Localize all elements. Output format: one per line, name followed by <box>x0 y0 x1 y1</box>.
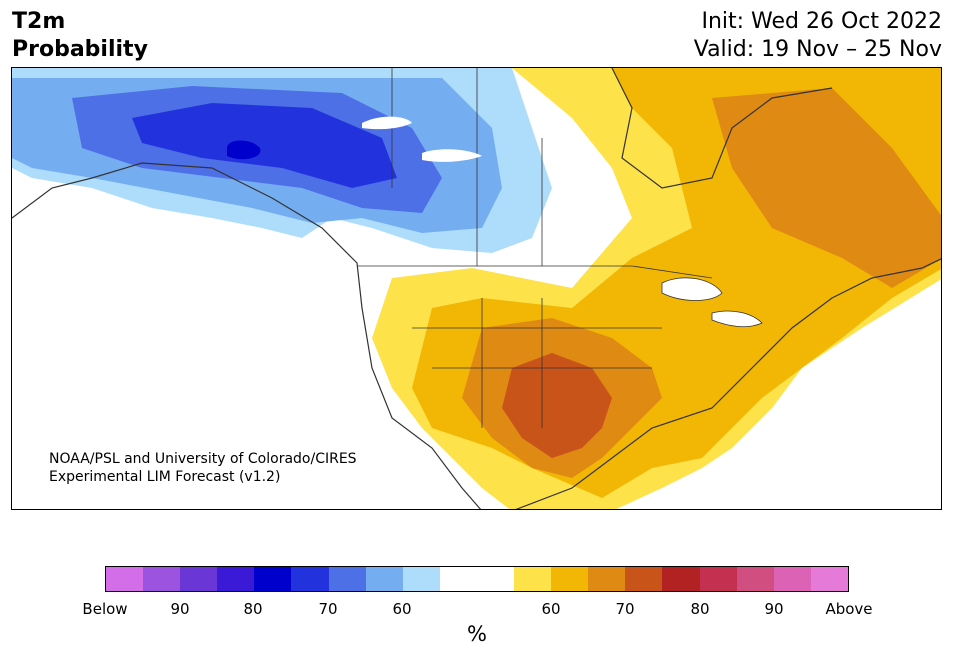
colorbar-swatch <box>291 567 329 591</box>
tick-above-70: 70 <box>615 600 635 618</box>
colorbar-swatch <box>810 567 848 591</box>
colorbar-swatch <box>328 567 366 591</box>
alaska-inner-region <box>132 103 397 188</box>
colorbar-swatch <box>476 567 515 591</box>
colorbar-swatch <box>588 567 626 591</box>
tick-below-60: 60 <box>392 600 412 618</box>
colorbar-swatch <box>106 567 144 591</box>
colorbar-swatch <box>514 567 552 591</box>
texas-core-region <box>502 353 612 458</box>
warm-orange-region <box>712 88 941 288</box>
attribution-line2: Experimental LIM Forecast (v1.2) <box>49 469 281 485</box>
colorbar-unit: % <box>467 622 487 646</box>
colorbar-swatch <box>551 567 589 591</box>
colorbar-swatch <box>217 567 255 591</box>
tick-above-80: 80 <box>690 600 710 618</box>
colorbar-swatch <box>699 567 737 591</box>
title-variable-line1: T2m <box>12 9 66 34</box>
canadian-lakes <box>362 116 482 162</box>
colorbar-swatch <box>180 567 218 591</box>
tick-below-80: 80 <box>243 600 263 618</box>
great-lakes <box>661 277 763 328</box>
tick-below-70: 70 <box>318 600 338 618</box>
title-variable: T2m Probability <box>12 8 148 64</box>
borders <box>357 68 713 428</box>
colorbar-swatch <box>773 567 811 591</box>
colorbar-swatch <box>254 567 292 591</box>
tick-below-90: 90 <box>170 600 190 618</box>
map-canvas <box>12 68 941 509</box>
init-date: Init: Wed 26 Oct 2022 <box>701 9 942 34</box>
coastlines <box>12 68 941 509</box>
probability-map <box>11 67 942 510</box>
tick-above-90: 90 <box>764 600 784 618</box>
colorbar-swatch <box>143 567 181 591</box>
colorbar-swatch <box>439 567 477 591</box>
tick-below: Below <box>82 600 128 618</box>
colorbar-swatch <box>625 567 663 591</box>
alaska-core-region <box>227 140 261 160</box>
colorbar-swatch <box>662 567 700 591</box>
valid-range: Valid: 19 Nov – 25 Nov <box>693 37 942 62</box>
title-dates: Init: Wed 26 Oct 2022 Valid: 19 Nov – 25… <box>694 8 942 64</box>
colorbar-swatch <box>365 567 403 591</box>
tick-above: Above <box>825 600 873 618</box>
title-variable-line2: Probability <box>12 37 148 62</box>
colorbar <box>105 566 849 592</box>
attribution-line1: NOAA/PSL and University of Colorado/CIRE… <box>49 451 357 467</box>
colorbar-swatch <box>402 567 440 591</box>
tick-above-60: 60 <box>541 600 561 618</box>
attribution: NOAA/PSL and University of Colorado/CIRE… <box>49 450 357 486</box>
colorbar-swatch <box>736 567 774 591</box>
